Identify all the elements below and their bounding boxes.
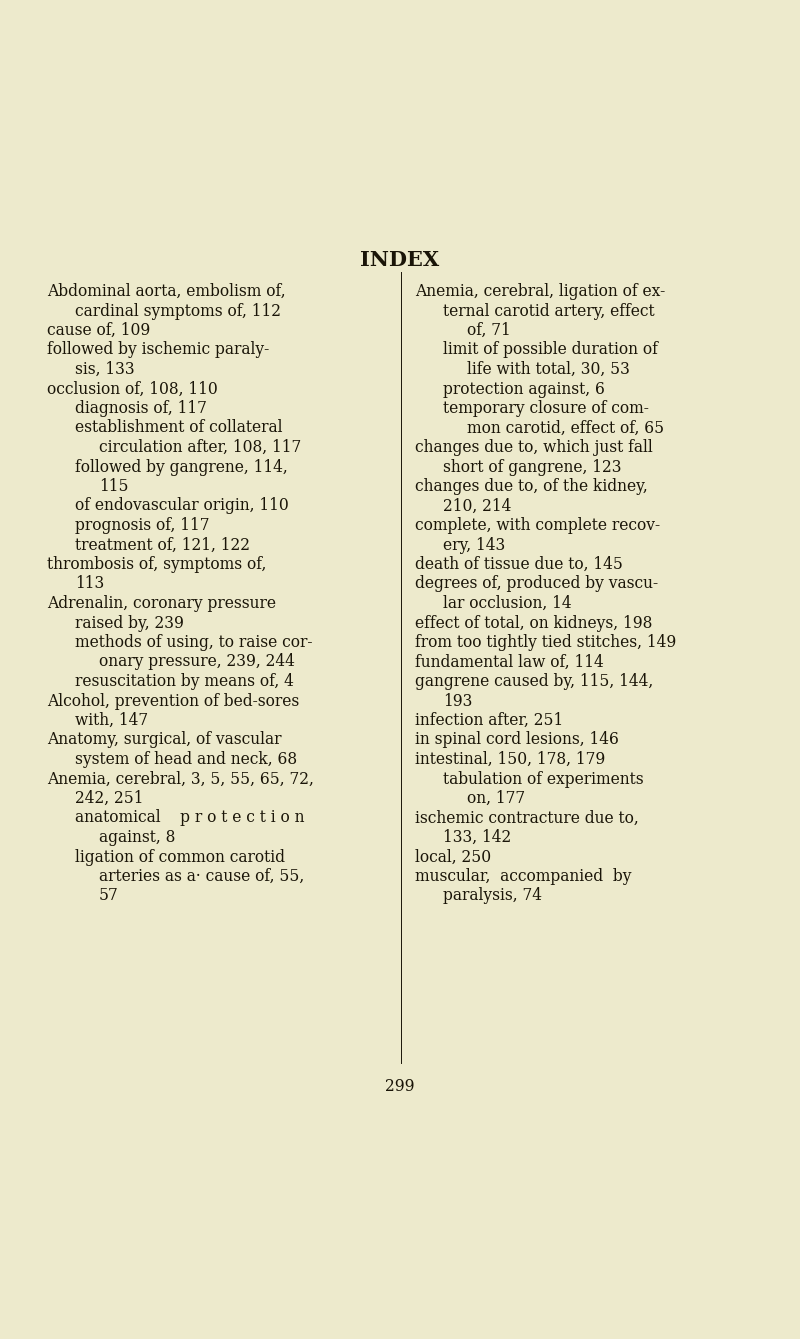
Text: Anemia, cerebral, 3, 5, 55, 65, 72,: Anemia, cerebral, 3, 5, 55, 65, 72,	[47, 770, 314, 787]
Text: 299: 299	[386, 1078, 414, 1095]
Text: treatment of, 121, 122: treatment of, 121, 122	[75, 537, 250, 553]
Text: on, 177: on, 177	[467, 790, 525, 807]
Text: temporary closure of com-: temporary closure of com-	[443, 400, 649, 416]
Text: 113: 113	[75, 576, 104, 592]
Text: prognosis of, 117: prognosis of, 117	[75, 517, 210, 534]
Text: local, 250: local, 250	[415, 849, 491, 865]
Text: ligation of common carotid: ligation of common carotid	[75, 849, 285, 865]
Text: diagnosis of, 117: diagnosis of, 117	[75, 400, 207, 416]
Text: 133, 142: 133, 142	[443, 829, 511, 846]
Text: short of gangrene, 123: short of gangrene, 123	[443, 458, 622, 475]
Text: changes due to, of the kidney,: changes due to, of the kidney,	[415, 478, 648, 495]
Text: resuscitation by means of, 4: resuscitation by means of, 4	[75, 674, 294, 690]
Text: mon carotid, effect of, 65: mon carotid, effect of, 65	[467, 419, 664, 437]
Text: arteries as a· cause of, 55,: arteries as a· cause of, 55,	[99, 868, 304, 885]
Text: infection after, 251: infection after, 251	[415, 712, 563, 728]
Text: effect of total, on kidneys, 198: effect of total, on kidneys, 198	[415, 615, 652, 632]
Text: INDEX: INDEX	[360, 250, 440, 270]
Text: of, 71: of, 71	[467, 321, 510, 339]
Text: muscular,  accompanied  by: muscular, accompanied by	[415, 868, 631, 885]
Text: Alcohol, prevention of bed-sores: Alcohol, prevention of bed-sores	[47, 692, 299, 710]
Text: cause of, 109: cause of, 109	[47, 321, 150, 339]
Text: Anatomy, surgical, of vascular: Anatomy, surgical, of vascular	[47, 731, 282, 749]
Text: changes due to, which just fall: changes due to, which just fall	[415, 439, 653, 457]
Text: limit of possible duration of: limit of possible duration of	[443, 341, 658, 359]
Text: with, 147: with, 147	[75, 712, 148, 728]
Text: 57: 57	[99, 888, 118, 905]
Text: lar occlusion, 14: lar occlusion, 14	[443, 595, 572, 612]
Text: of endovascular origin, 110: of endovascular origin, 110	[75, 498, 289, 514]
Text: against, 8: against, 8	[99, 829, 175, 846]
Text: circulation after, 108, 117: circulation after, 108, 117	[99, 439, 302, 457]
Text: 193: 193	[443, 692, 472, 710]
Text: tabulation of experiments: tabulation of experiments	[443, 770, 644, 787]
Text: ery, 143: ery, 143	[443, 537, 506, 553]
Text: paralysis, 74: paralysis, 74	[443, 888, 542, 905]
Text: fundamental law of, 114: fundamental law of, 114	[415, 653, 604, 671]
Text: degrees of, produced by vascu-: degrees of, produced by vascu-	[415, 576, 658, 592]
Text: ternal carotid artery, effect: ternal carotid artery, effect	[443, 303, 654, 320]
Text: raised by, 239: raised by, 239	[75, 615, 184, 632]
Text: Anemia, cerebral, ligation of ex-: Anemia, cerebral, ligation of ex-	[415, 283, 666, 300]
Text: in spinal cord lesions, 146: in spinal cord lesions, 146	[415, 731, 619, 749]
Text: cardinal symptoms of, 112: cardinal symptoms of, 112	[75, 303, 281, 320]
Text: protection against, 6: protection against, 6	[443, 380, 605, 398]
Text: gangrene caused by, 115, 144,: gangrene caused by, 115, 144,	[415, 674, 654, 690]
Text: life with total, 30, 53: life with total, 30, 53	[467, 362, 630, 378]
Text: occlusion of, 108, 110: occlusion of, 108, 110	[47, 380, 218, 398]
Text: intestinal, 150, 178, 179: intestinal, 150, 178, 179	[415, 751, 606, 769]
Text: 242, 251: 242, 251	[75, 790, 143, 807]
Text: onary pressure, 239, 244: onary pressure, 239, 244	[99, 653, 295, 671]
Text: methods of using, to raise cor-: methods of using, to raise cor-	[75, 633, 313, 651]
Text: followed by ischemic paraly-: followed by ischemic paraly-	[47, 341, 270, 359]
Text: complete, with complete recov-: complete, with complete recov-	[415, 517, 660, 534]
Text: anatomical    p r o t e c t i o n: anatomical p r o t e c t i o n	[75, 810, 305, 826]
Text: 115: 115	[99, 478, 129, 495]
Text: establishment of collateral: establishment of collateral	[75, 419, 282, 437]
Text: thrombosis of, symptoms of,: thrombosis of, symptoms of,	[47, 556, 266, 573]
Text: Adrenalin, coronary pressure: Adrenalin, coronary pressure	[47, 595, 276, 612]
Text: system of head and neck, 68: system of head and neck, 68	[75, 751, 297, 769]
Text: followed by gangrene, 114,: followed by gangrene, 114,	[75, 458, 288, 475]
Text: from too tightly tied stitches, 149: from too tightly tied stitches, 149	[415, 633, 676, 651]
Text: death of tissue due to, 145: death of tissue due to, 145	[415, 556, 623, 573]
Text: Abdominal aorta, embolism of,: Abdominal aorta, embolism of,	[47, 283, 286, 300]
Text: 210, 214: 210, 214	[443, 498, 511, 514]
Text: sis, 133: sis, 133	[75, 362, 134, 378]
Text: ischemic contracture due to,: ischemic contracture due to,	[415, 810, 638, 826]
